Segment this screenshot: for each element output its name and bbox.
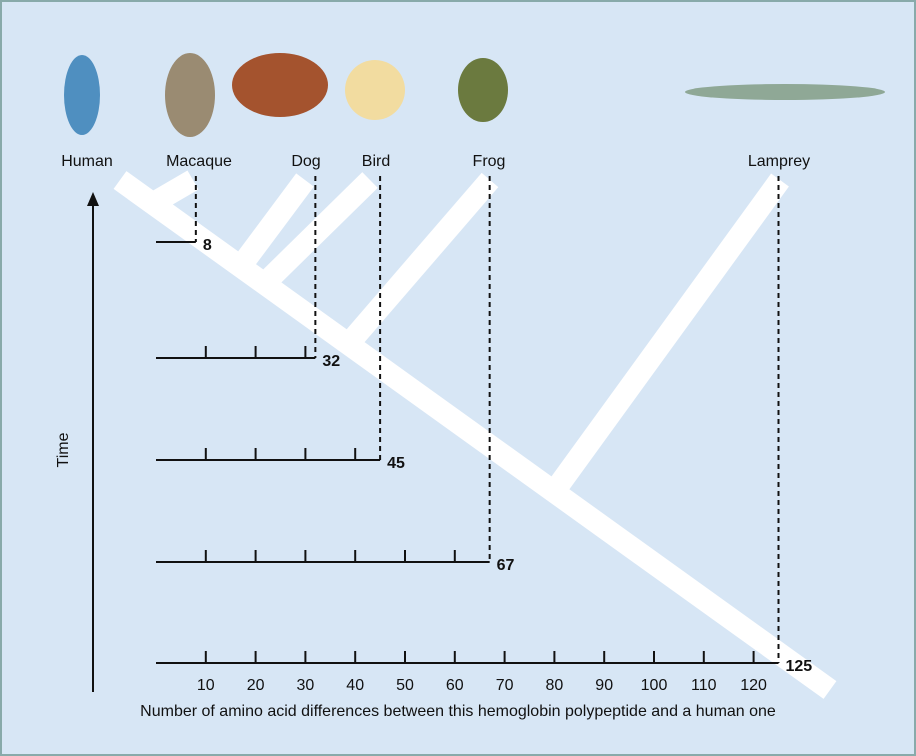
species-label: Macaque (166, 153, 232, 170)
human-icon (64, 55, 100, 135)
species-label: Human (61, 153, 113, 170)
axis-label: Number of amino acid differences between… (140, 703, 776, 720)
tick-label: 120 (740, 677, 767, 694)
arrowhead (87, 192, 99, 206)
tick-label: 30 (297, 677, 315, 694)
tick-label: 20 (247, 677, 265, 694)
difference-label: 125 (786, 658, 813, 675)
tick-label: 100 (641, 677, 668, 694)
species-label: Frog (473, 153, 506, 170)
tick-label: 40 (346, 677, 364, 694)
difference-label: 67 (497, 557, 515, 574)
branch (229, 173, 314, 277)
tick-label: 70 (496, 677, 514, 694)
tick-label: 50 (396, 677, 414, 694)
dog-icon (232, 53, 328, 117)
species-label: Dog (291, 153, 320, 170)
difference-label: 8 (203, 237, 212, 254)
tick-label: 60 (446, 677, 464, 694)
macaque-icon (165, 53, 215, 137)
tick-label: 80 (546, 677, 564, 694)
frog-icon (458, 58, 508, 122)
time-label: Time (55, 432, 72, 467)
branch (539, 173, 789, 507)
difference-label: 32 (322, 353, 340, 370)
species-label: Bird (362, 153, 390, 170)
bird-icon (345, 60, 405, 120)
animal-icons (64, 53, 885, 137)
species-label: Lamprey (748, 153, 810, 170)
tick-label: 10 (197, 677, 215, 694)
lamprey-icon (685, 84, 885, 100)
tick-label: 110 (691, 677, 717, 694)
branch (144, 170, 199, 215)
difference-label: 45 (387, 455, 405, 472)
branch (336, 172, 499, 356)
tick-label: 90 (595, 677, 613, 694)
tree (113, 170, 837, 699)
